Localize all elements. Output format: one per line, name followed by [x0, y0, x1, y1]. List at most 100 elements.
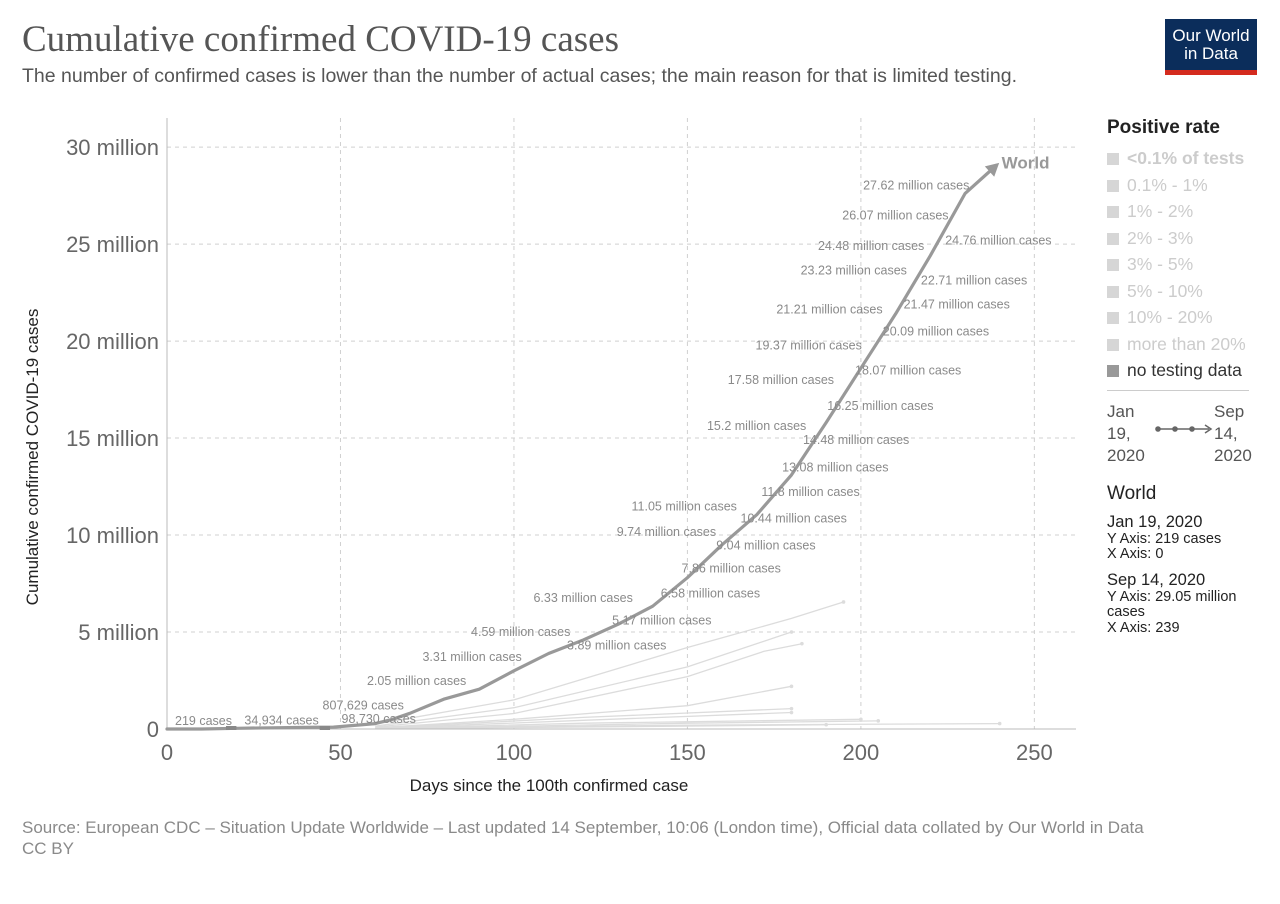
background-series-end-marker: [841, 600, 846, 604]
x-tick-label: 100: [496, 740, 533, 765]
legend-item-7[interactable]: more than 20%: [1107, 331, 1267, 358]
logo-line-2: in Data: [1184, 44, 1238, 63]
info-start: Jan 19, 2020 Y Axis: 219 cases X Axis: 0: [1107, 513, 1257, 563]
legend-swatch-icon: [1107, 206, 1119, 218]
data-label: 6.33 million cases: [533, 591, 632, 605]
data-label: 3.89 million cases: [567, 639, 666, 653]
data-label: 19.37 million cases: [756, 338, 862, 352]
data-label: 13.08 million cases: [782, 460, 888, 474]
info-end-x: X Axis: 239: [1107, 619, 1180, 636]
axes: 0 5 million 10 million 15 million 20 million…: [66, 118, 1076, 765]
y-tick-label: 25 million: [66, 232, 159, 257]
timeline-end-day: 14,: [1214, 423, 1238, 443]
legend-item-1[interactable]: 0.1% - 1%: [1107, 172, 1267, 199]
legend-swatch-icon: [1107, 232, 1119, 245]
legend-item-5[interactable]: 5% - 10%: [1107, 278, 1267, 305]
legend-item-0[interactable]: <0.1% of tests: [1107, 145, 1267, 172]
background-series-line: [375, 643, 803, 728]
data-label: 34,934 cases: [244, 713, 318, 727]
data-label: 3.31 million cases: [422, 650, 521, 664]
footer: Source: European CDC – Situation Update …: [22, 817, 1242, 859]
timeline-end[interactable]: Sep 14, 2020: [1214, 401, 1252, 467]
license-note[interactable]: CC BY: [22, 839, 74, 858]
timeline-start[interactable]: Jan 19, 2020: [1107, 401, 1145, 467]
legend-item-label: <0.1% of tests: [1127, 148, 1245, 168]
legend-swatch-icon: [1107, 338, 1119, 351]
y-tick-label: 30 million: [66, 135, 159, 160]
legend-item-label: 5% - 10%: [1127, 280, 1203, 301]
y-axis-title: Cumulative confirmed COVID-19 cases: [23, 309, 42, 606]
data-label: 14.48 million cases: [803, 433, 909, 447]
background-series-end-marker: [789, 710, 794, 715]
data-label: 20.09 million cases: [883, 324, 989, 338]
data-label: 23.23 million cases: [801, 263, 907, 277]
data-label: 26.07 million cases: [842, 208, 948, 222]
data-label: 15.2 million cases: [707, 419, 806, 433]
source-note[interactable]: Source: European CDC – Situation Update …: [22, 818, 1144, 837]
x-tick-label: 200: [843, 740, 880, 765]
legend-item-label: more than 20%: [1127, 333, 1246, 354]
timeline-start-year: 2020: [1107, 445, 1145, 465]
background-series-end-marker: [800, 641, 804, 646]
data-label: 10.44 million cases: [741, 511, 847, 525]
chart-title: Cumulative confirmed COVID-19 cases: [22, 19, 619, 60]
data-label: 21.47 million cases: [904, 298, 1010, 312]
data-label: 27.62 million cases: [863, 178, 969, 192]
data-label: 807,629 cases: [323, 698, 404, 712]
timeline-control[interactable]: Jan 19, 2020 Sep 14, 2020: [1107, 401, 1267, 467]
chart-subtitle: The number of confirmed cases is lower t…: [22, 65, 1017, 87]
legend-item-4[interactable]: 3% - 5%: [1107, 251, 1267, 278]
world-series-line: [165, 163, 998, 731]
legend-item-label: 3% - 5%: [1127, 254, 1194, 274]
timeline-end-month: Sep: [1214, 401, 1245, 421]
background-series-end-marker: [876, 719, 881, 723]
series-label-world: World: [1002, 154, 1050, 173]
legend-item-2[interactable]: 1% - 2%: [1107, 198, 1267, 225]
data-label: 9.04 million cases: [716, 539, 815, 553]
data-label: 11.8 million cases: [761, 485, 859, 499]
info-start-x: X Axis: 0: [1107, 546, 1164, 562]
background-series-end-marker: [859, 717, 863, 722]
legend-item-3[interactable]: 2% - 3%: [1107, 225, 1267, 252]
data-label: 4.59 million cases: [471, 625, 570, 639]
background-series-line: [375, 724, 827, 730]
y-tick-label: 10 million: [66, 523, 159, 548]
legend-swatch-icon: [1107, 365, 1119, 377]
x-tick-label: 50: [328, 740, 352, 765]
legend-swatch-icon: [1107, 312, 1119, 324]
legend-swatch-icon: [1107, 259, 1119, 271]
legend-item-label: 0.1% - 1%: [1127, 174, 1208, 195]
background-series-line: [375, 718, 861, 730]
legend-swatch-icon: [1107, 153, 1119, 165]
legend-divider: [1107, 389, 1249, 391]
data-label: 98,730 cases: [342, 712, 416, 726]
logo-line-1: Our World: [1172, 26, 1250, 45]
legend-item-label: 2% - 3%: [1127, 227, 1194, 248]
legend-item-6[interactable]: 10% - 20%: [1107, 304, 1267, 331]
data-label: 219 cases: [175, 714, 232, 728]
background-series-line: [375, 707, 792, 729]
background-series-end-marker: [789, 684, 794, 689]
timeline-end-year: 2020: [1214, 445, 1252, 465]
data-label: 18.07 million cases: [855, 363, 961, 377]
data-label: 21.21 million cases: [776, 303, 882, 317]
legend-item-label: 10% - 20%: [1127, 307, 1213, 327]
data-label: 2.05 million cases: [367, 674, 466, 688]
legend-items: <0.1% of tests 0.1% - 1% 1% - 2% 2% - 3% 3% …: [1107, 145, 1267, 384]
info-end-date: Sep 14, 2020: [1107, 570, 1206, 589]
data-label: 24.76 million cases: [945, 234, 1051, 248]
data-label: 16.25 million cases: [827, 399, 933, 413]
legend-item-8[interactable]: no testing data: [1107, 357, 1267, 384]
timeline-start-month: Jan: [1107, 401, 1135, 421]
legend-swatch-icon: [1107, 285, 1119, 298]
world-series-arrow-icon: [984, 162, 1000, 177]
background-series-line: [375, 631, 792, 727]
x-tick-label: 0: [161, 740, 173, 765]
owid-logo[interactable]: Our World in Data: [1165, 19, 1257, 75]
data-label: 7.86 million cases: [682, 562, 781, 576]
legend-item-label: 1% - 2%: [1127, 201, 1194, 221]
data-label: 11.05 million cases: [632, 500, 737, 514]
timeline-start-day: 19,: [1107, 423, 1131, 443]
background-series-line: [375, 601, 844, 725]
